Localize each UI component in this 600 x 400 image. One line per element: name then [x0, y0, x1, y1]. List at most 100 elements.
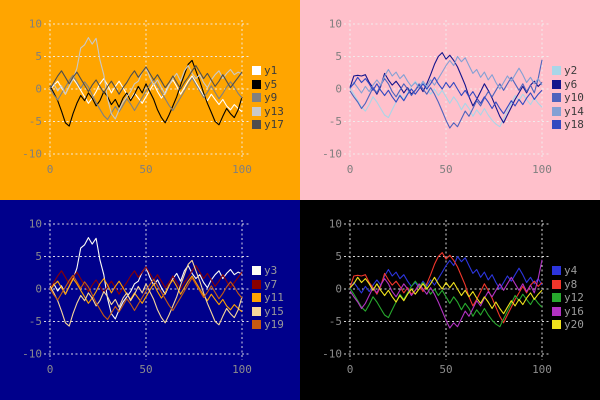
legend-label-y8: y8: [564, 277, 578, 291]
legend-swatch-y15: [252, 306, 261, 316]
legend-swatch-y3: [252, 266, 261, 276]
series-line-y18: [349, 76, 543, 115]
legend-item-y15: y15: [252, 305, 284, 319]
y-tick-label: -5: [29, 315, 42, 328]
x-tick-label: 100: [232, 363, 252, 376]
legend-swatch-y5: [252, 79, 261, 89]
panel-bottom-right: 10 5 0 -5 -10 0 50 100 y4 y8 y12 y16 y20: [300, 200, 600, 400]
panel-top-right: 10 5 0 -5 -10 0 50 100 y2 y6 y10 y14 y18: [300, 0, 600, 200]
legend-swatch-y8: [552, 279, 561, 289]
legend-label-y1: y1: [264, 64, 278, 78]
legend-swatch-y13: [252, 106, 261, 116]
x-tick-label: 50: [439, 163, 452, 176]
series-line-y16: [349, 259, 543, 329]
legend-item-y6: y6: [552, 78, 584, 92]
legend-label-y19: y19: [264, 318, 284, 332]
series-line-y14: [349, 55, 543, 94]
legend-swatch-y1: [252, 66, 261, 76]
legend-swatch-y6: [552, 79, 561, 89]
y-tick-label: 0: [335, 83, 342, 96]
legend-item-y4: y4: [552, 264, 584, 278]
series-line-y19: [49, 274, 243, 321]
legend-bottom-right: y4 y8 y12 y16 y20: [552, 264, 584, 332]
legend-swatch-y18: [552, 120, 561, 130]
legend-swatch-y19: [252, 320, 261, 330]
x-tick-label: 50: [139, 363, 152, 376]
legend-swatch-y7: [252, 279, 261, 289]
legend-label-y11: y11: [264, 291, 284, 305]
x-tick-label: 50: [139, 163, 152, 176]
legend-item-y10: y10: [552, 91, 584, 105]
legend-item-y20: y20: [552, 318, 584, 332]
y-tick-label: 0: [35, 83, 42, 96]
series-line-y11: [49, 275, 243, 313]
y-tick-label: 10: [29, 18, 42, 31]
y-tick-label: -10: [22, 148, 42, 161]
y-tick-label: -10: [322, 348, 342, 361]
legend-swatch-y2: [552, 66, 561, 76]
series-line-y2: [349, 80, 543, 128]
legend-top-right: y2 y6 y10 y14 y18: [552, 64, 584, 132]
y-tick-label: 5: [335, 50, 342, 63]
legend-swatch-y16: [552, 306, 561, 316]
legend-label-y7: y7: [264, 277, 278, 291]
legend-item-y3: y3: [252, 264, 284, 278]
y-tick-label: 10: [329, 218, 342, 231]
legend-item-y1: y1: [252, 64, 284, 78]
y-tick-label: 0: [35, 283, 42, 296]
legend-item-y5: y5: [252, 78, 284, 92]
series-line-y15: [49, 259, 243, 327]
y-tick-label: -5: [329, 315, 342, 328]
legend-swatch-y9: [252, 93, 261, 103]
x-tick-label: 0: [347, 163, 354, 176]
x-tick-label: 100: [532, 163, 552, 176]
legend-item-y2: y2: [552, 64, 584, 78]
legend-top-left: y1 y5 y9 y13 y17: [252, 64, 284, 132]
legend-item-y8: y8: [552, 278, 584, 292]
series-line-y9: [49, 74, 243, 121]
legend-item-y17: y17: [252, 118, 284, 132]
y-tick-label: -5: [29, 115, 42, 128]
legend-item-y18: y18: [552, 118, 584, 132]
y-tick-label: -10: [322, 148, 342, 161]
legend-item-y19: y19: [252, 318, 284, 332]
panel-top-left: 10 5 0 -5 -10 0 50 100 y1 y5 y9 y13 y17: [0, 0, 300, 200]
legend-swatch-y10: [552, 93, 561, 103]
panel-bottom-left: 10 5 0 -5 -10 0 50 100 y3 y7 y11 y15 y19: [0, 200, 300, 400]
series-line-y7: [49, 265, 243, 295]
legend-label-y6: y6: [564, 77, 578, 91]
series-line-y20: [349, 276, 543, 315]
y-tick-label: 5: [335, 250, 342, 263]
legend-item-y13: y13: [252, 105, 284, 119]
x-tick-label: 0: [47, 363, 54, 376]
legend-label-y13: y13: [264, 104, 284, 118]
y-tick-label: 10: [329, 18, 342, 31]
legend-item-y12: y12: [552, 291, 584, 305]
x-tick-label: 100: [532, 363, 552, 376]
legend-bottom-left: y3 y7 y11 y15 y19: [252, 264, 284, 332]
legend-swatch-y20: [552, 320, 561, 330]
legend-label-y14: y14: [564, 104, 584, 118]
series-line-y5: [49, 59, 243, 127]
y-tick-label: -10: [22, 348, 42, 361]
legend-item-y16: y16: [552, 305, 584, 319]
legend-swatch-y12: [552, 293, 561, 303]
legend-label-y4: y4: [564, 264, 578, 278]
series-line-y1: [49, 75, 243, 113]
legend-label-y3: y3: [264, 264, 278, 278]
legend-label-y15: y15: [264, 304, 284, 318]
legend-label-y20: y20: [564, 318, 584, 332]
legend-label-y18: y18: [564, 118, 584, 132]
legend-item-y11: y11: [252, 291, 284, 305]
legend-swatch-y4: [552, 266, 561, 276]
x-tick-label: 100: [232, 163, 252, 176]
legend-label-y16: y16: [564, 304, 584, 318]
legend-label-y5: y5: [264, 77, 278, 91]
legend-swatch-y17: [252, 120, 261, 130]
series-line-y17: [49, 65, 243, 95]
legend-label-y17: y17: [264, 118, 284, 132]
x-tick-label: 50: [439, 363, 452, 376]
